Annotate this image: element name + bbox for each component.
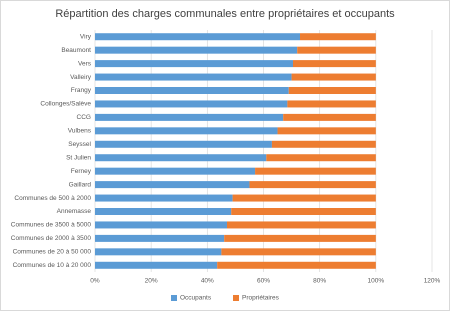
- bar-segment: [95, 100, 288, 108]
- bar-segment: [297, 46, 376, 54]
- bar-segment: [95, 87, 289, 94]
- bar-segment: [287, 100, 376, 108]
- y-tick-label: Vulbens: [68, 128, 92, 135]
- bar-segment: [95, 46, 298, 54]
- y-tick-label: Viry: [80, 33, 92, 40]
- legend-swatch: [171, 295, 177, 301]
- bar-segment: [217, 261, 376, 269]
- bar-segment: [277, 127, 376, 135]
- bar-segment: [232, 194, 376, 202]
- bar-segment: [266, 154, 376, 162]
- y-tick-label: Annemasse: [57, 208, 92, 215]
- x-tick-label: 20%: [145, 278, 158, 285]
- y-tick-label: St Julien: [66, 154, 91, 161]
- bar-segment: [95, 208, 232, 215]
- bar-segment: [95, 60, 293, 68]
- bar-segment: [283, 113, 376, 121]
- legend-swatch: [233, 295, 239, 301]
- bar-segment: [95, 248, 222, 256]
- y-tick-label: Collonges/Salève: [40, 101, 91, 108]
- bar-segment: [226, 221, 376, 229]
- y-tick-label: Valleiry: [70, 74, 92, 81]
- x-tick-label: 80%: [313, 278, 326, 285]
- y-tick-label: Communes de 3500 à 5000: [11, 222, 92, 229]
- y-tick-label: CCG: [77, 114, 91, 121]
- legend-label: Occupants: [180, 295, 212, 302]
- x-tick-label: 60%: [257, 278, 270, 285]
- bar-segment: [95, 140, 272, 148]
- y-tick-label: Communes de 2000 à 3500: [11, 235, 92, 242]
- bar-segment: [95, 167, 256, 175]
- bar-segment: [300, 33, 376, 41]
- bar-segment: [95, 127, 278, 135]
- bar-segment: [288, 87, 376, 94]
- bar-segment: [292, 60, 376, 68]
- bar-segment: [95, 261, 218, 269]
- bar-segment: [221, 248, 376, 256]
- bar-segment: [95, 234, 225, 242]
- chart-title: Répartition des charges communales entre…: [55, 8, 395, 20]
- bar-segment: [95, 33, 301, 41]
- x-tick-label: 0%: [90, 278, 100, 285]
- y-tick-label: Communes de 20 à 50 000: [13, 249, 92, 256]
- bar-segment: [271, 140, 376, 148]
- bar-segment: [95, 181, 250, 189]
- bar-segment: [95, 154, 267, 162]
- y-tick-label: Beaumont: [61, 47, 91, 54]
- x-tick-label: 120%: [424, 278, 441, 285]
- bar-segment: [95, 194, 233, 202]
- y-tick-label: Ferney: [71, 168, 92, 175]
- bar-segment: [255, 167, 376, 175]
- y-tick-label: Frangy: [71, 87, 92, 94]
- x-tick-label: 40%: [201, 278, 214, 285]
- bar-segment: [95, 73, 292, 81]
- bar-segment: [291, 73, 376, 81]
- y-tick-label: Vers: [78, 60, 92, 67]
- y-tick-label: Communes de 500 à 2000: [14, 195, 91, 202]
- y-tick-label: Gaillard: [69, 181, 92, 188]
- x-tick-label: 100%: [368, 278, 385, 285]
- y-tick-label: Communes de 10 à 20 000: [13, 262, 92, 269]
- bar-segment: [231, 208, 376, 215]
- bar-segment: [95, 221, 227, 229]
- bar-segment: [249, 181, 376, 189]
- bar-segment: [224, 234, 376, 242]
- legend-label: Propriétaires: [242, 295, 280, 302]
- y-tick-label: Seyssel: [68, 141, 91, 148]
- bar-segment: [95, 113, 284, 121]
